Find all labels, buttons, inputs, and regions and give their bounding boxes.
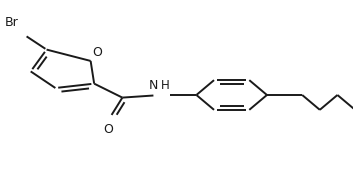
Text: O: O [103, 123, 113, 136]
Text: N: N [149, 79, 158, 92]
Text: O: O [92, 46, 102, 59]
Text: Br: Br [5, 16, 18, 29]
Text: H: H [161, 79, 170, 92]
